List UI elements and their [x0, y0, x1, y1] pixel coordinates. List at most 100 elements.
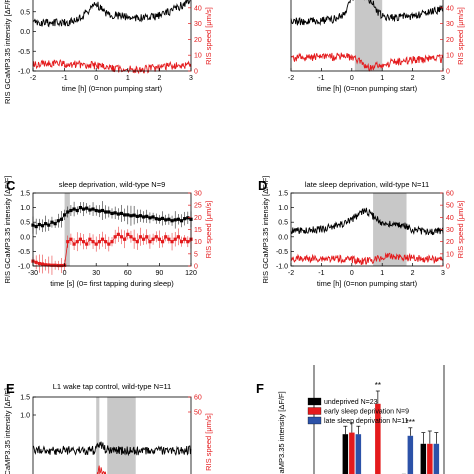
data-point: [132, 237, 136, 241]
series-trace: [32, 0, 191, 28]
data-point: [34, 224, 38, 229]
bar: [420, 443, 427, 474]
data-point: [167, 237, 171, 241]
x-tick-label: 60: [124, 270, 132, 277]
data-point: [91, 207, 95, 211]
data-point: [138, 214, 143, 218]
y2-tick-label: 30: [446, 227, 454, 234]
data-point: [176, 217, 180, 221]
data-point: [94, 242, 98, 246]
panel-title: sleep deprivation, wild-type N=9: [59, 180, 166, 189]
data-point: [145, 235, 149, 239]
panel-letter: D: [258, 178, 267, 193]
y2-axis-label: RIS speed [μm/s]: [456, 7, 465, 65]
data-point: [145, 214, 149, 218]
y2-tick-label: 0: [446, 69, 450, 76]
x-tick-label: 0: [350, 270, 354, 277]
data-point: [44, 263, 48, 267]
data-point: [160, 240, 165, 244]
y2-tick-label: 40: [446, 215, 454, 222]
bar: [349, 432, 355, 474]
y-axis-label: RIS GCaMP3.35 intensity [ΔF/F]: [3, 176, 12, 284]
x-tick-label: -2: [288, 270, 294, 277]
bar: [427, 443, 433, 474]
y2-tick-label: 10: [446, 53, 454, 60]
data-point: [167, 217, 171, 221]
y2-axis-label: RIS speed [μm/s]: [456, 201, 465, 259]
y-tick-label: 1.0: [278, 205, 288, 212]
x-tick-label: -2: [30, 75, 36, 82]
series-trace: [290, 252, 444, 266]
data-point: [56, 219, 60, 223]
data-point: [97, 209, 101, 213]
y2-tick-label: 20: [194, 37, 202, 44]
x-axis-label: time [s] (0= first tapping during sleep): [50, 279, 174, 288]
bar: [342, 434, 349, 474]
y2-tick-label: 60: [194, 395, 202, 402]
data-point: [138, 235, 143, 239]
x-tick-label: 0: [63, 270, 67, 277]
data-point: [148, 216, 152, 220]
data-point: [160, 216, 165, 221]
x-tick-label: 3: [189, 75, 193, 82]
plot-frame: [32, 192, 192, 267]
data-point: [97, 240, 101, 244]
series-trace: [32, 58, 192, 75]
data-point: [113, 235, 117, 239]
x-tick-label: -1: [318, 75, 324, 82]
shaded-interval: [107, 397, 136, 474]
data-point: [81, 240, 86, 244]
data-point: [164, 218, 168, 222]
y2-tick-label: 10: [446, 251, 454, 258]
data-point: [100, 237, 105, 241]
data-point: [176, 235, 180, 239]
x-tick-label: 3: [441, 75, 445, 82]
x-tick-label: 2: [411, 270, 415, 277]
data-point: [157, 237, 161, 241]
x-tick-label: 1: [380, 270, 384, 277]
legend-label: early sleep deprivation N=9: [324, 409, 409, 416]
bar: [375, 403, 381, 474]
y2-tick-label: 40: [194, 5, 202, 12]
significance-mark: **: [375, 381, 381, 390]
data-point: [170, 219, 174, 223]
data-point: [100, 208, 105, 213]
panel-letter: C: [6, 178, 16, 193]
data-point: [154, 235, 158, 239]
data-point: [151, 237, 155, 241]
bar: [355, 434, 362, 474]
bar: [433, 443, 440, 474]
data-point: [129, 214, 133, 218]
series-trace: [290, 52, 444, 72]
x-axis-label: time [h] (0=non pumping start): [62, 84, 163, 93]
series-trace: [290, 207, 444, 236]
data-point: [183, 217, 187, 221]
x-tick-label: 30: [92, 270, 100, 277]
y-tick-label: 0.0: [20, 29, 30, 36]
y2-tick-label: 60: [446, 191, 454, 198]
bar: [407, 435, 414, 474]
x-tick-label: -30: [28, 270, 38, 277]
y-tick-label: 0.5: [278, 220, 288, 227]
data-point: [170, 240, 174, 244]
legend-swatch: [307, 397, 322, 406]
y2-tick-label: 10: [194, 239, 202, 246]
data-point: [104, 240, 108, 244]
shaded-interval: [96, 397, 100, 474]
panel-title: late sleep deprivation, wild-type N=11: [305, 180, 429, 189]
data-point: [59, 217, 64, 221]
y2-axis-label: RIS speed [μm/s]: [204, 7, 213, 65]
y-tick-label: 1.5: [278, 191, 288, 198]
y2-tick-label: 30: [446, 21, 454, 28]
x-tick-label: 2: [157, 75, 161, 82]
data-point: [119, 211, 124, 216]
data-point: [113, 211, 117, 215]
x-tick-label: -2: [288, 75, 294, 82]
data-point: [148, 240, 152, 244]
panel-letter: F: [256, 381, 264, 396]
y-tick-label: 1.5: [20, 191, 30, 198]
y-tick-label: 1.0: [20, 205, 30, 212]
data-point: [53, 263, 57, 267]
